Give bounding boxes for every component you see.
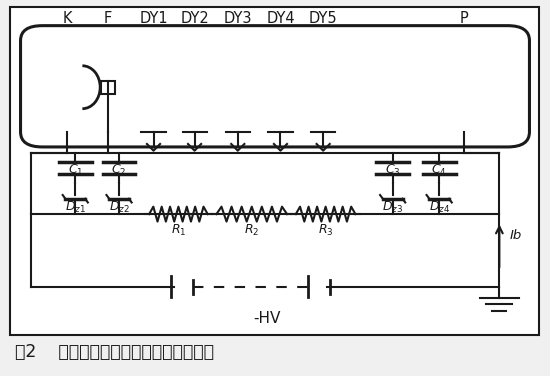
Text: $R_3$: $R_3$ — [318, 223, 333, 238]
Text: $D_{z1}$: $D_{z1}$ — [65, 200, 86, 215]
Text: $D_{z2}$: $D_{z2}$ — [109, 200, 129, 215]
Text: 图2    使用电阵和齐纳二极管的分压回路: 图2 使用电阵和齐纳二极管的分压回路 — [15, 343, 214, 361]
Text: $R_2$: $R_2$ — [244, 223, 260, 238]
Text: $D_{z3}$: $D_{z3}$ — [382, 200, 403, 215]
Text: $C_3$: $C_3$ — [385, 163, 400, 178]
Text: DY2: DY2 — [180, 11, 209, 26]
Text: $C_1$: $C_1$ — [68, 163, 83, 178]
Text: -HV: -HV — [253, 311, 280, 326]
Text: DY1: DY1 — [139, 11, 168, 26]
Text: F: F — [104, 11, 112, 26]
Text: $C_2$: $C_2$ — [111, 163, 126, 178]
Text: K: K — [62, 11, 72, 26]
Text: DY3: DY3 — [223, 11, 252, 26]
Text: $C_4$: $C_4$ — [431, 163, 447, 178]
Bar — [101, 81, 115, 94]
FancyBboxPatch shape — [20, 26, 530, 147]
Text: DY5: DY5 — [309, 11, 338, 26]
Text: $D_{z4}$: $D_{z4}$ — [428, 200, 450, 215]
FancyBboxPatch shape — [9, 7, 540, 335]
Text: P: P — [459, 11, 468, 26]
Text: DY4: DY4 — [266, 11, 295, 26]
Text: Ib: Ib — [509, 229, 521, 242]
Text: $R_1$: $R_1$ — [170, 223, 186, 238]
